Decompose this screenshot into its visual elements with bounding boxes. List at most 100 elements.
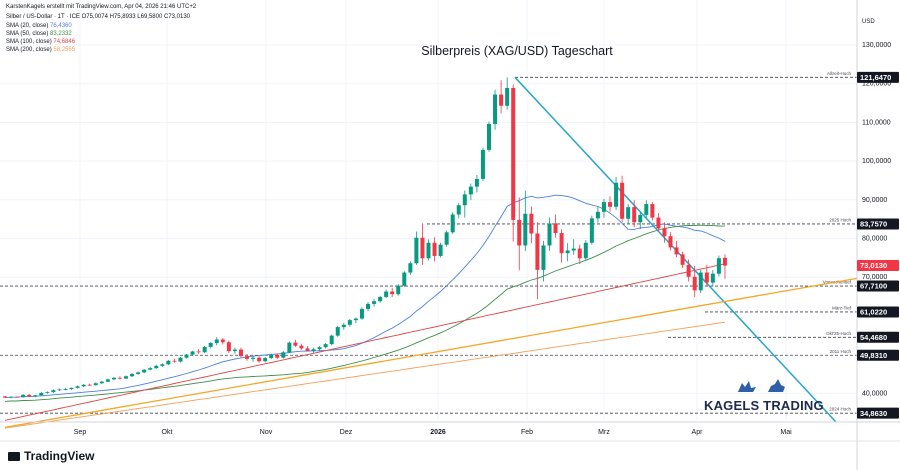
y-tick-label: 90,0000 <box>862 197 887 204</box>
indicator-item[interactable]: SMA (100, close) 74,6846 <box>6 39 75 46</box>
candle-body <box>396 285 401 295</box>
price-axis: 130,0000 120,0000 110,0000 100,0000 90,0000 8… <box>856 0 899 470</box>
price-label: 83,7570 <box>860 220 887 229</box>
level-label: 2011 Hoch <box>830 349 852 354</box>
candle-body <box>27 394 32 397</box>
price-label: 121,6470 <box>860 73 891 82</box>
time-axis: Sep Okt Nov Dez 2026 Feb Mrz Apr Mai <box>0 421 900 442</box>
bull-shape <box>738 381 756 392</box>
candle-body <box>99 381 104 384</box>
indicator-label: SMA (100, close) <box>6 39 54 45</box>
level-label: März-Tief <box>832 305 852 310</box>
candle-body <box>372 301 377 304</box>
candle-body <box>136 372 141 374</box>
candle-body <box>426 242 431 259</box>
candle-body <box>196 351 201 353</box>
x-tick-label: 2026 <box>430 429 446 436</box>
candle-body <box>595 211 600 219</box>
x-tick-label: Mai <box>780 429 792 436</box>
candle-body <box>75 386 80 388</box>
indicator-item[interactable]: SMA (20, close) 76,4360 <box>6 23 72 30</box>
candle-body <box>704 272 709 283</box>
candle-body <box>468 186 473 195</box>
candle-body <box>15 396 20 398</box>
candle-body <box>662 228 667 237</box>
candle-body <box>674 247 679 255</box>
y-tick-label: 80,0000 <box>862 236 887 243</box>
level-label: Okt'25-Hoch <box>826 331 851 336</box>
price-label-box <box>857 407 899 419</box>
candle-body <box>517 219 522 246</box>
candle-body <box>565 250 570 254</box>
indicator-value: 74,6846 <box>53 39 76 45</box>
candle-body <box>317 347 322 350</box>
candle-body <box>680 254 685 265</box>
candle-body <box>444 232 449 245</box>
candle-body <box>226 342 231 352</box>
x-tick-label: Apr <box>692 429 704 436</box>
candle-body <box>21 394 26 398</box>
y-tick-label: 110,0000 <box>862 119 891 126</box>
candle-body <box>438 244 443 256</box>
y-tick-label: 130,0000 <box>862 42 891 49</box>
y-tick-label: 100,0000 <box>862 158 891 165</box>
candle-body <box>51 390 56 393</box>
candle-body <box>686 264 691 277</box>
sma-100-line <box>4 263 725 421</box>
indicator-item[interactable]: SMA (50, close) 83,2332 <box>6 31 72 38</box>
candle-body <box>511 87 516 220</box>
sma-50-line <box>4 224 725 402</box>
candle-body <box>45 392 50 393</box>
candle-body <box>547 223 552 246</box>
candle-body <box>178 357 183 362</box>
candle-body <box>626 207 631 219</box>
tradingview-logo[interactable]: TradingView <box>8 449 94 463</box>
candles <box>3 77 727 399</box>
y-tick-label: 40,0000 <box>862 390 887 397</box>
candle-body <box>172 360 177 362</box>
candle-body <box>559 233 564 254</box>
candle-body <box>93 383 98 386</box>
candle-body <box>39 392 44 396</box>
candle-body <box>287 342 292 353</box>
candle-body <box>529 213 534 234</box>
indicator-value: 58,2565 <box>53 47 76 53</box>
candle-body <box>184 354 189 358</box>
indicator-value: 83,2332 <box>50 31 72 37</box>
support-trend-line <box>4 277 858 428</box>
candle-body <box>505 87 510 106</box>
candle-body <box>668 236 673 248</box>
candle-body <box>620 182 625 219</box>
candle-body <box>208 342 213 347</box>
candle-body <box>148 368 153 370</box>
candle-body <box>577 248 582 259</box>
candle-body <box>487 123 491 150</box>
candle-body <box>614 182 619 207</box>
candle-body <box>124 376 128 379</box>
candle-body <box>408 263 413 273</box>
candle-body <box>378 296 383 302</box>
candle-body <box>3 396 7 398</box>
candle-body <box>432 242 437 256</box>
candle-body <box>692 276 697 291</box>
symbol-line[interactable]: Silber / US-Dollar · 1T · ICE O75,0074 H… <box>6 14 190 20</box>
candle-body <box>384 291 389 297</box>
x-tick-label: Mrz <box>598 429 610 436</box>
candle-body <box>353 318 358 321</box>
candle-body <box>541 245 546 270</box>
candle-body <box>214 339 219 343</box>
level-label: Allzeit-Hoch <box>827 71 852 76</box>
published-by: KarstenKagels erstellt mit TradingView.c… <box>6 4 197 10</box>
indicator-item[interactable]: SMA (200, close) 58,2565 <box>6 47 75 54</box>
candle-body <box>190 351 195 355</box>
candle-body <box>130 373 135 377</box>
candle-body <box>656 217 661 229</box>
candle-body <box>238 349 243 357</box>
candle-body <box>366 303 370 309</box>
candle-body <box>650 204 655 218</box>
candle-body <box>493 94 498 124</box>
candle-body <box>601 202 606 212</box>
price-label: 49,8310 <box>860 351 887 360</box>
candle-body <box>323 344 328 348</box>
